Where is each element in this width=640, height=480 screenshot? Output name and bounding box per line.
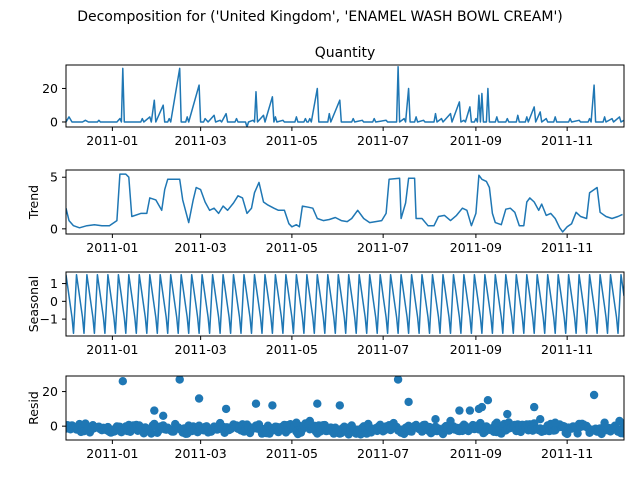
axes-frame — [65, 271, 625, 337]
x-tick-label: 2011-03 — [175, 240, 227, 255]
x-tick-label: 2011-09 — [450, 446, 502, 461]
plot-area — [66, 65, 624, 127]
x-tick-label: 2011-03 — [175, 133, 227, 148]
panel-1: 2011-01 2011-03 2011-05 2011-07 2011-09 2011-… — [42, 45, 625, 148]
y-tick-label: 1 — [50, 276, 58, 291]
resid-point — [600, 418, 609, 427]
y-axis-label: Trend — [26, 185, 41, 220]
axes-frame — [65, 375, 625, 441]
resid-point — [292, 418, 301, 427]
y-tick-label: 5 — [50, 170, 58, 185]
resid-point — [393, 376, 403, 384]
resid-point — [536, 415, 545, 424]
x-tick-label: 2011-03 — [175, 342, 227, 357]
x-tick-label: 2011-07 — [357, 133, 409, 148]
x-tick-label: 2011-07 — [357, 446, 409, 461]
resid-point — [483, 396, 493, 405]
x-tick-label: 2011-11 — [541, 446, 593, 461]
y-tick-label: 0 — [50, 419, 58, 434]
resid-point — [619, 420, 624, 429]
y-axis-label: Resid — [26, 391, 41, 425]
resid-point — [118, 377, 128, 386]
resid-point — [335, 401, 344, 410]
x-tick-label: 2011-11 — [541, 133, 593, 148]
x-tick-label: 2011-01 — [86, 240, 138, 255]
resid-point — [150, 406, 159, 415]
resid-point — [404, 397, 413, 407]
resid-point — [530, 402, 539, 412]
panel-4: 2011-01 2011-03 2011-05 2011-07 2011-09 2011-… — [26, 375, 625, 461]
panels: 2011-01 2011-03 2011-05 2011-07 2011-09 2011-… — [26, 45, 625, 461]
y-tick-label: −1 — [40, 312, 58, 327]
resid-point — [175, 376, 184, 384]
x-tick-label: 2011-07 — [357, 342, 409, 357]
plot-area — [66, 376, 624, 439]
resid-point — [492, 418, 501, 427]
axes-frame — [65, 64, 625, 128]
x-tick-label: 2011-11 — [541, 240, 593, 255]
resid-point — [503, 409, 512, 419]
resid-point — [477, 402, 487, 412]
x-tick-label: 2011-05 — [266, 446, 318, 461]
series-line — [66, 65, 624, 127]
x-tick-label: 2011-05 — [266, 133, 318, 148]
plot-area — [66, 173, 623, 233]
x-tick-label: 2011-01 — [86, 446, 138, 461]
resid-point — [194, 394, 204, 403]
panel-3: 2011-01 2011-03 2011-05 2011-07 2011-09 2011-… — [26, 271, 625, 357]
x-tick-label: 2011-07 — [357, 240, 409, 255]
y-axis-label: Seasonal — [26, 276, 41, 333]
y-tick-label: 0 — [50, 221, 58, 236]
x-tick-label: 2011-03 — [175, 446, 227, 461]
seasonal-line — [66, 273, 624, 335]
resid-point — [589, 390, 599, 400]
resid-point — [221, 404, 231, 414]
resid-point — [159, 411, 168, 420]
resid-point — [313, 399, 322, 408]
y-tick-label: 0 — [50, 114, 58, 129]
axes-frame — [65, 169, 625, 235]
resid-point — [455, 406, 464, 415]
resid-point — [446, 416, 455, 426]
x-tick-label: 2011-05 — [266, 342, 318, 357]
x-tick-label: 2011-05 — [266, 240, 318, 255]
resid-point — [573, 429, 582, 438]
x-tick-label: 2011-01 — [86, 133, 138, 148]
resid-point — [619, 429, 624, 438]
figure-suptitle: Decomposition for ('United Kingdom', 'EN… — [77, 9, 563, 25]
y-tick-label: 20 — [42, 81, 58, 96]
x-tick-label: 2011-09 — [450, 133, 502, 148]
x-tick-label: 2011-09 — [450, 240, 502, 255]
y-tick-label: 0 — [50, 294, 58, 309]
resid-point — [251, 399, 261, 408]
x-tick-label: 2011-09 — [450, 342, 502, 357]
series-line — [66, 173, 623, 233]
resid-point — [305, 416, 314, 426]
panel-title: Quantity — [315, 45, 376, 61]
plot-area — [66, 273, 624, 335]
x-tick-label: 2011-11 — [541, 342, 593, 357]
resid-point — [268, 401, 277, 410]
panel-2: 2011-01 2011-03 2011-05 2011-07 2011-09 2011-… — [26, 169, 625, 255]
resid-point — [551, 418, 560, 427]
resid-point — [465, 406, 475, 415]
y-tick-label: 20 — [42, 384, 58, 399]
resid-point — [431, 415, 440, 424]
x-tick-label: 2011-01 — [86, 342, 138, 357]
